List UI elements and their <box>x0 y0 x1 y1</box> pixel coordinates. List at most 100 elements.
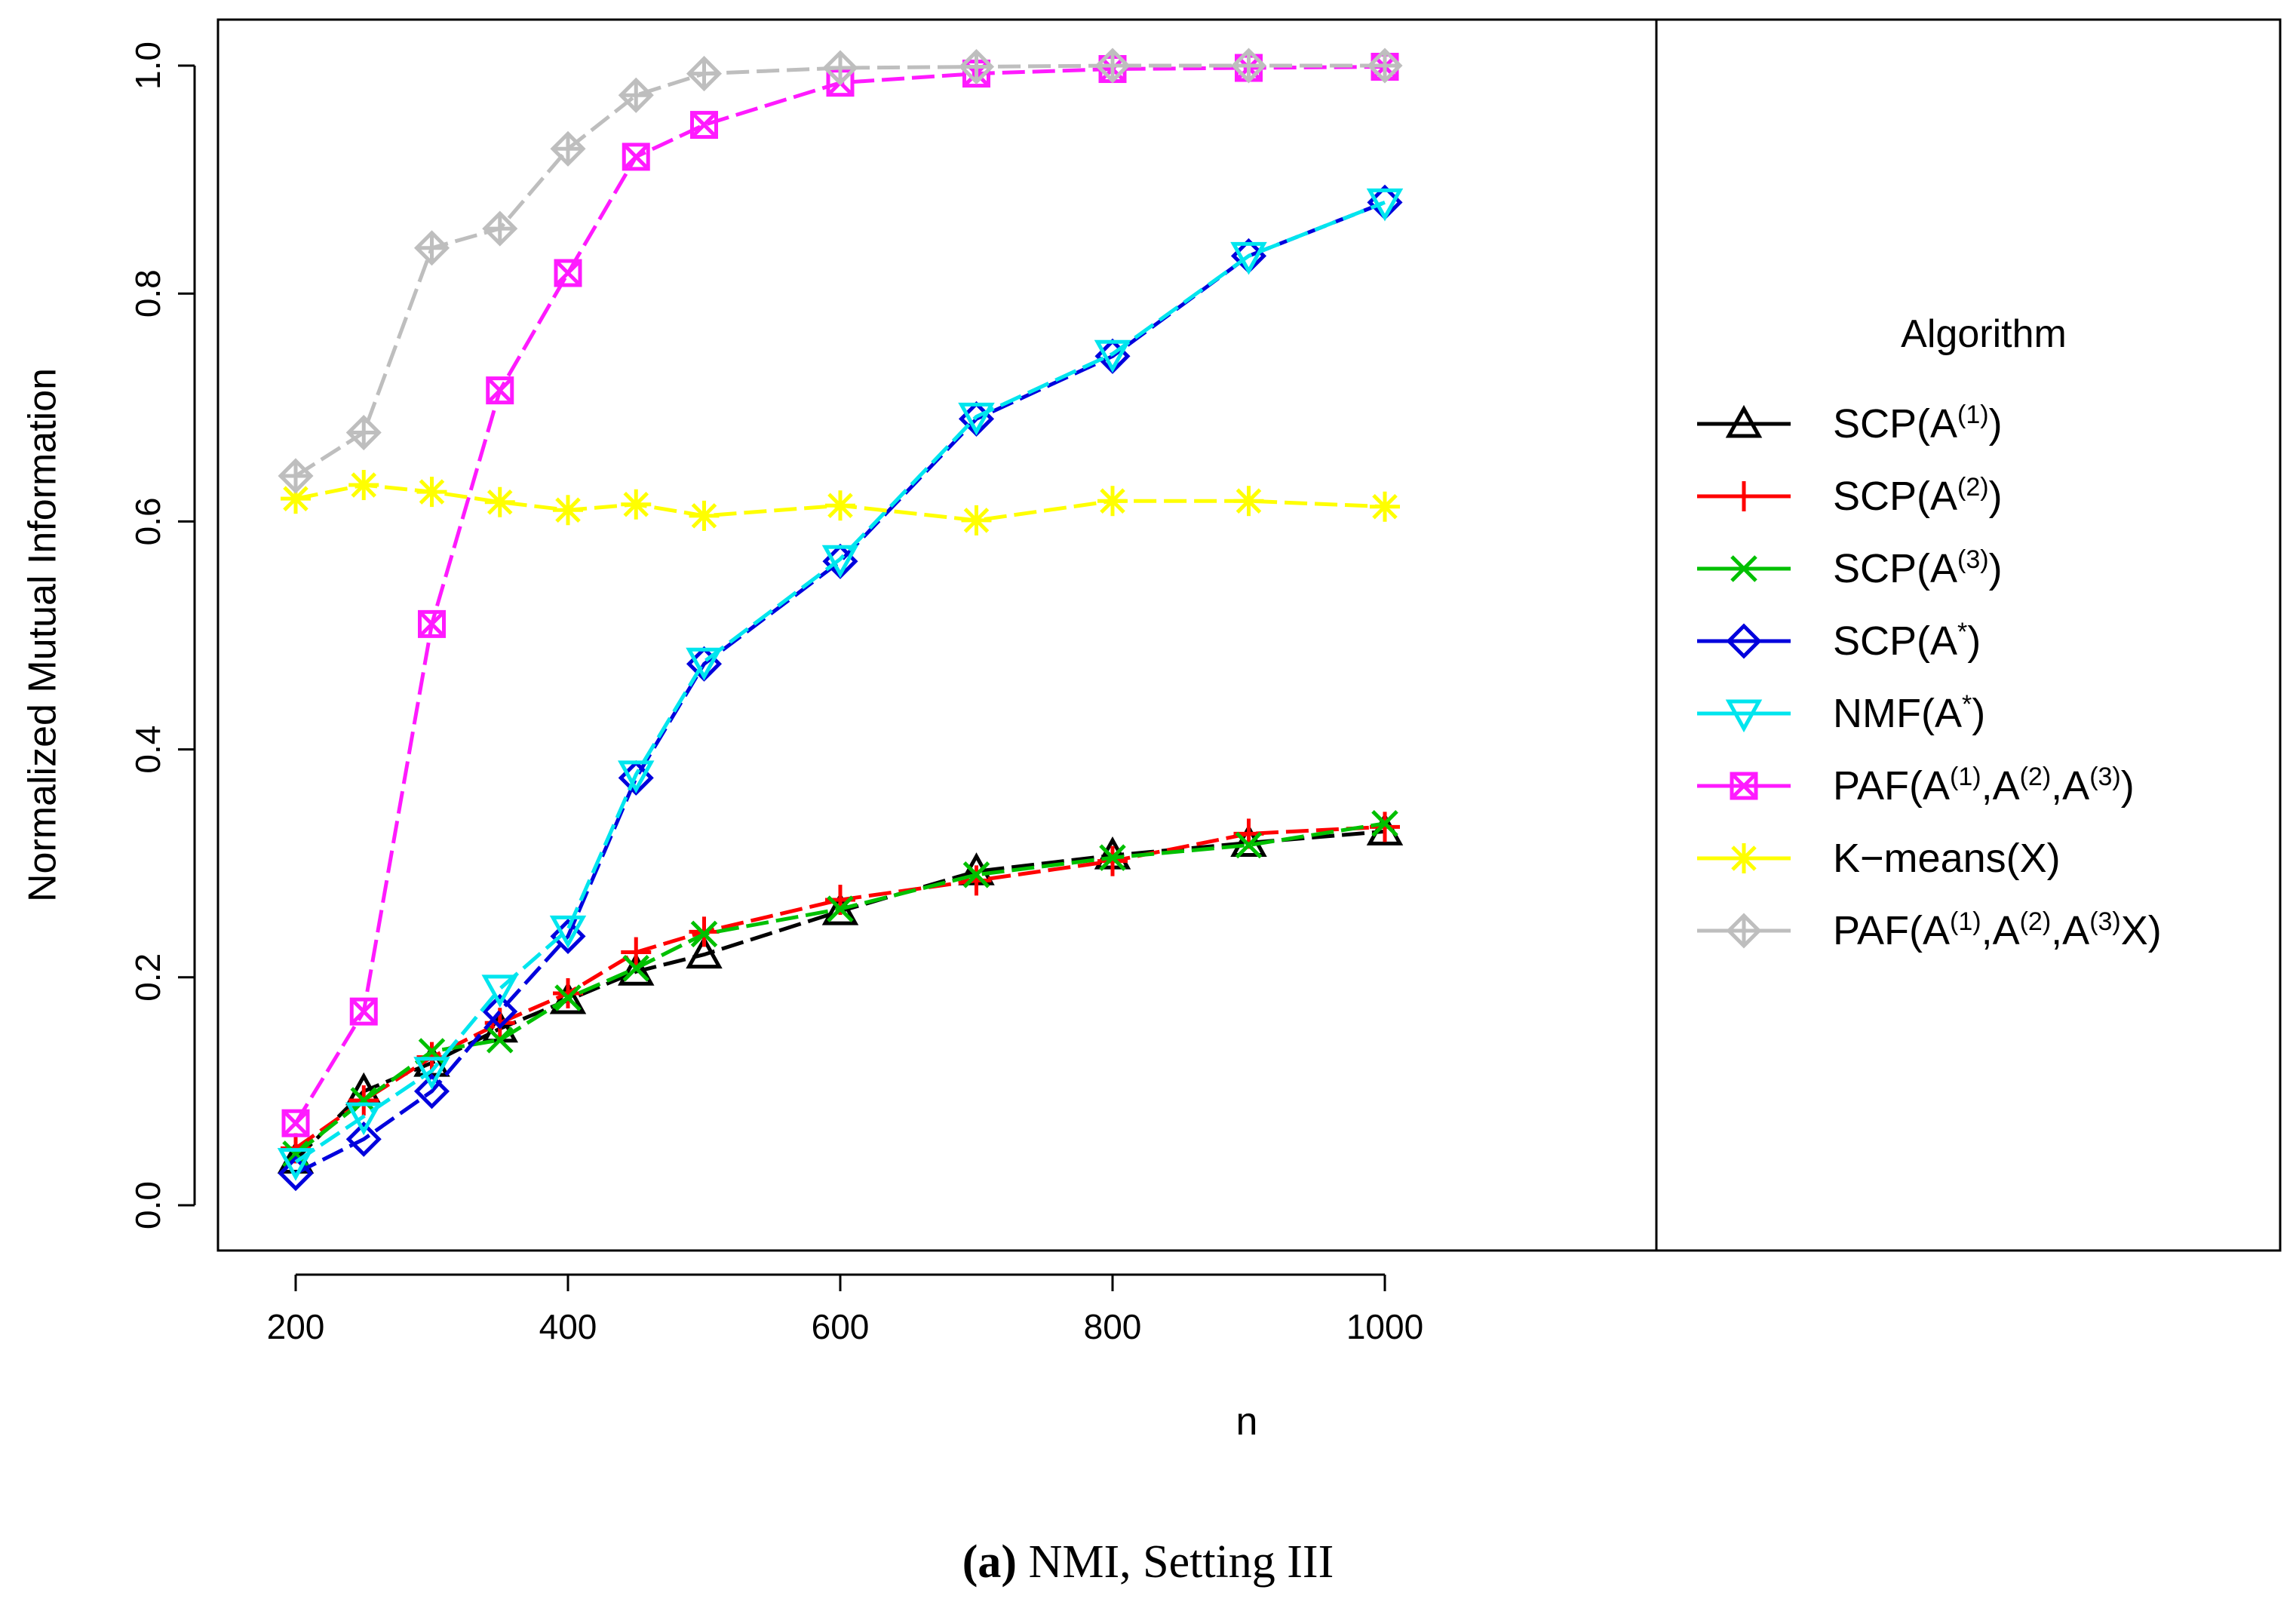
legend-swatch-marker <box>1730 555 1757 582</box>
data-point <box>622 143 650 171</box>
series-PAF(A(1),A(2),A(3)X) <box>278 48 1403 494</box>
legend-entry: SCP(A(1)) <box>1697 400 2003 447</box>
data-point <box>618 953 655 986</box>
data-point <box>1371 810 1398 837</box>
data-point <box>1094 339 1131 373</box>
data-point <box>958 48 995 85</box>
data-point <box>482 210 518 247</box>
data-point <box>621 937 652 968</box>
data-point <box>278 1155 314 1192</box>
data-point <box>554 259 582 287</box>
legend-swatch-marker <box>1729 843 1759 873</box>
data-point <box>554 984 582 1011</box>
y-tick-label: 0.0 <box>128 1181 167 1229</box>
data-point <box>413 1073 450 1109</box>
data-point <box>827 895 854 922</box>
data-point <box>690 920 718 948</box>
legend-label: SCP(A*) <box>1833 618 1981 664</box>
series-SCP(A*) <box>278 184 1403 1192</box>
data-point <box>1230 48 1267 84</box>
data-point <box>281 1109 310 1137</box>
data-point <box>418 609 446 638</box>
data-point <box>821 892 859 925</box>
data-point <box>618 77 654 113</box>
x-tick-label: 200 <box>267 1307 325 1346</box>
caption-text: NMI, Setting III <box>1017 1536 1334 1588</box>
series-line <box>293 65 1386 1125</box>
data-point <box>622 954 650 982</box>
data-point <box>416 477 447 508</box>
data-point <box>550 130 586 167</box>
y-tick-label: 1.0 <box>128 41 167 90</box>
data-point <box>413 1057 450 1090</box>
data-point <box>350 1087 378 1114</box>
legend-label: PAF(A(1),A(2),A(3)) <box>1833 763 2135 809</box>
data-point <box>1094 48 1131 84</box>
legend-label: PAF(A(1),A(2),A(3)X) <box>1833 907 2162 953</box>
data-point <box>1230 241 1267 275</box>
data-point <box>481 974 518 1008</box>
legend: Algorithm SCP(A(1)) SCP(A(2)) SCP(A(3)) SCP(… <box>1697 312 2162 953</box>
legend-swatch-marker <box>1729 481 1759 511</box>
data-point <box>1367 48 1403 84</box>
x-axis-title: n <box>1236 1400 1258 1444</box>
legend-entry: SCP(A*) <box>1697 618 1981 664</box>
data-point <box>486 376 514 405</box>
data-point <box>348 470 379 501</box>
data-point <box>349 997 378 1026</box>
data-point <box>1235 831 1263 859</box>
legend-swatch-marker <box>1726 623 1762 659</box>
data-point <box>413 230 450 266</box>
series-PAF(A(1),A(2),A(3)) <box>281 53 1399 1137</box>
data-point <box>958 402 995 436</box>
y-tick-label: 0.2 <box>128 953 167 1002</box>
data-point <box>278 458 314 494</box>
legend-swatch-marker <box>1725 404 1763 438</box>
series-SCP(A(2)) <box>281 812 1400 1164</box>
data-point <box>825 490 855 521</box>
data-point <box>277 1148 315 1181</box>
data-point <box>1099 844 1126 871</box>
x-tick-label: 800 <box>1084 1307 1142 1346</box>
legend-entry: NMF(A*) <box>1697 690 1985 736</box>
legend-label: NMF(A*) <box>1833 690 1985 736</box>
series-K-means(X) <box>281 470 1400 536</box>
data-point <box>550 918 586 954</box>
y-tick-label: 0.6 <box>128 497 167 545</box>
legend-label: SCP(A(3)) <box>1833 545 2003 591</box>
legend-title: Algorithm <box>1901 312 2067 356</box>
data-point <box>822 50 858 86</box>
series <box>277 48 1404 1192</box>
data-point <box>1097 486 1128 517</box>
caption-letter: (a) <box>962 1536 1018 1588</box>
legend-entry: K−means(X) <box>1697 836 2061 881</box>
data-point <box>961 865 992 896</box>
series-SCP(A(3)) <box>282 810 1398 1168</box>
data-point <box>618 760 655 793</box>
data-point <box>482 993 518 1030</box>
data-point <box>1233 486 1264 517</box>
series-SCP(A(1)) <box>277 812 1404 1174</box>
data-point <box>962 861 990 888</box>
data-point <box>345 415 382 451</box>
legend-swatch-marker <box>1725 699 1763 733</box>
data-point <box>549 915 587 949</box>
data-point <box>1370 491 1400 522</box>
data-point <box>345 1102 382 1136</box>
data-point <box>1366 188 1404 222</box>
legend-swatch-marker <box>1730 772 1758 800</box>
legend-label: K−means(X) <box>1833 836 2061 881</box>
legend-entry: PAF(A(1),A(2),A(3)X) <box>1697 907 2162 953</box>
legend-entry: PAF(A(1),A(2),A(3)) <box>1697 763 2135 809</box>
y-tick-label: 0.8 <box>128 269 167 318</box>
data-point <box>553 977 583 1008</box>
data-point <box>689 500 720 531</box>
axes: 200 400 600 800 1000 0.0 0.2 0.4 0.6 0.8 1.0 n Norma… <box>21 41 1423 1444</box>
series-line <box>294 63 1385 478</box>
data-point <box>1097 845 1128 876</box>
legend-swatch-marker <box>1726 913 1762 949</box>
data-point <box>553 495 583 526</box>
data-point <box>484 486 515 517</box>
legend-label: SCP(A(1)) <box>1833 400 2003 447</box>
data-point <box>486 1027 514 1054</box>
